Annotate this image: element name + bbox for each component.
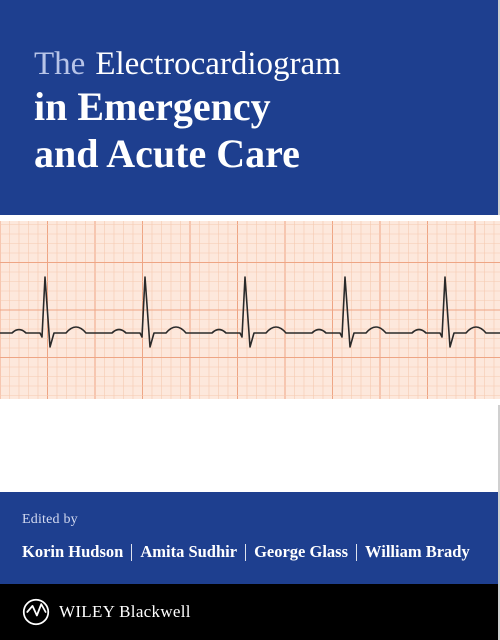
editor-name: George Glass xyxy=(254,542,348,562)
white-gap xyxy=(0,405,498,492)
title-main: Electrocardiogram xyxy=(95,46,341,82)
title-sub-line1: in Emergency xyxy=(34,85,464,130)
ecg-waveform xyxy=(0,215,500,405)
publisher-logo: WILEY Blackwell xyxy=(22,598,191,626)
editors-bar: Edited by Korin Hudson Amita Sudhir George… xyxy=(0,492,498,584)
editor-name: Korin Hudson xyxy=(22,542,123,562)
editors-row: Korin Hudson Amita Sudhir George Glass Will… xyxy=(22,542,476,562)
editor-separator xyxy=(245,544,246,561)
wiley-mark-icon xyxy=(22,598,50,626)
publisher-name: WILEY Blackwell xyxy=(59,602,191,622)
editor-name: Amita Sudhir xyxy=(140,542,237,562)
editor-name: William Brady xyxy=(365,542,470,562)
edited-by-label: Edited by xyxy=(22,512,476,528)
publisher-bar: WILEY Blackwell xyxy=(0,584,498,640)
title-the: The xyxy=(34,46,85,82)
title-sub-line2: and Acute Care xyxy=(34,132,464,177)
editor-separator xyxy=(356,544,357,561)
ecg-strip xyxy=(0,215,498,405)
title-block: The Electrocardiogram in Emergency and A… xyxy=(0,0,498,215)
editor-separator xyxy=(131,544,132,561)
